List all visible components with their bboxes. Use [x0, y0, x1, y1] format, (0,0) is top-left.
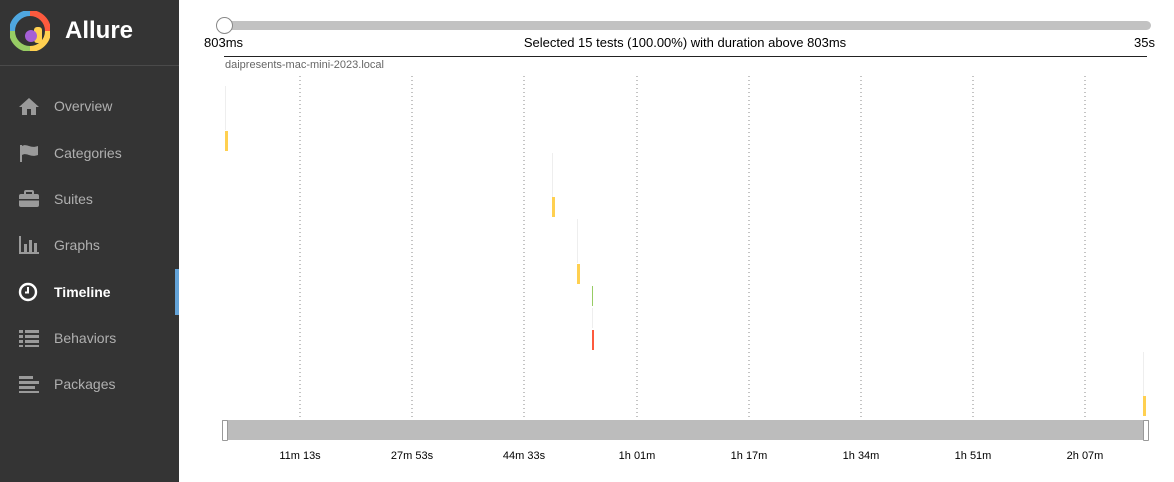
axis-tick-label: 27m 53s: [390, 450, 434, 462]
test-bar[interactable]: [552, 197, 555, 217]
briefcase-icon: [19, 190, 39, 207]
axis-tick-label: 11m 13s: [279, 450, 321, 462]
nav-categories-label: Categories: [54, 145, 122, 161]
test-bar[interactable]: [225, 86, 226, 130]
selection-summary: Selected 15 tests (100.00%) with duratio…: [523, 35, 847, 50]
duration-slider-track[interactable]: [224, 21, 1151, 30]
axis-tick-label: 1h 17m: [730, 450, 768, 462]
range-brush-right-handle[interactable]: [1143, 420, 1149, 441]
flag-icon: [20, 145, 38, 162]
list-icon: [19, 330, 39, 347]
timeline-top-border: [224, 56, 1147, 57]
test-bar[interactable]: [1143, 352, 1144, 396]
test-bar[interactable]: [592, 308, 593, 328]
app-title: Allure: [65, 17, 134, 44]
test-bars: [225, 86, 1146, 416]
clock-icon: [18, 282, 38, 302]
home-icon: [19, 98, 39, 115]
test-bar[interactable]: [225, 131, 228, 151]
nav-timeline-label: Timeline: [54, 284, 111, 300]
nav-timeline[interactable]: Timeline: [0, 269, 179, 315]
bar-chart-icon: [19, 236, 39, 254]
nav-graphs-label: Graphs: [54, 237, 100, 253]
axis-tick-label: 2h 07m: [1066, 450, 1104, 462]
test-bar[interactable]: [592, 330, 594, 350]
timeline-panel: 803ms Selected 15 tests (100.00%) with d…: [179, 0, 1174, 482]
test-bar[interactable]: [577, 264, 580, 284]
brand[interactable]: Allure: [0, 0, 179, 66]
allure-logo-icon: [10, 11, 50, 51]
nav-graphs[interactable]: Graphs: [0, 222, 179, 268]
nav-behaviors[interactable]: Behaviors: [0, 315, 179, 361]
test-bar[interactable]: [592, 286, 593, 306]
axis-tick-label: 1h 34m: [842, 450, 880, 462]
test-bar[interactable]: [552, 153, 553, 197]
grid-lines: [299, 76, 1086, 418]
nav-overview[interactable]: Overview: [0, 83, 179, 129]
duration-slider-handle[interactable]: [216, 17, 233, 34]
nav-packages[interactable]: Packages: [0, 361, 179, 407]
nav-behaviors-label: Behaviors: [54, 330, 117, 346]
nav-suites-label: Suites: [54, 191, 93, 207]
test-bar[interactable]: [1143, 396, 1146, 416]
host-label: daipresents-mac-mini-2023.local: [225, 59, 384, 71]
axis-tick-label: 1h 01m: [618, 450, 656, 462]
nav-packages-label: Packages: [54, 376, 116, 392]
nav-overview-label: Overview: [54, 98, 113, 114]
axis-tick-label: 1h 51m: [954, 450, 992, 462]
nav-categories[interactable]: Categories: [0, 130, 179, 176]
timeline-range-brush[interactable]: [222, 420, 1149, 440]
duration-max-label: 35s: [1134, 35, 1155, 50]
test-bar[interactable]: [577, 219, 578, 263]
sidebar: Allure Overview Categories Suites Graphs…: [0, 0, 179, 482]
nav-suites[interactable]: Suites: [0, 176, 179, 222]
duration-min-label: 803ms: [204, 35, 244, 50]
range-brush-left-handle[interactable]: [222, 420, 228, 441]
align-left-icon: [19, 376, 39, 393]
axis-tick-label: 44m 33s: [502, 450, 546, 462]
timeline-chart: [225, 76, 1146, 418]
